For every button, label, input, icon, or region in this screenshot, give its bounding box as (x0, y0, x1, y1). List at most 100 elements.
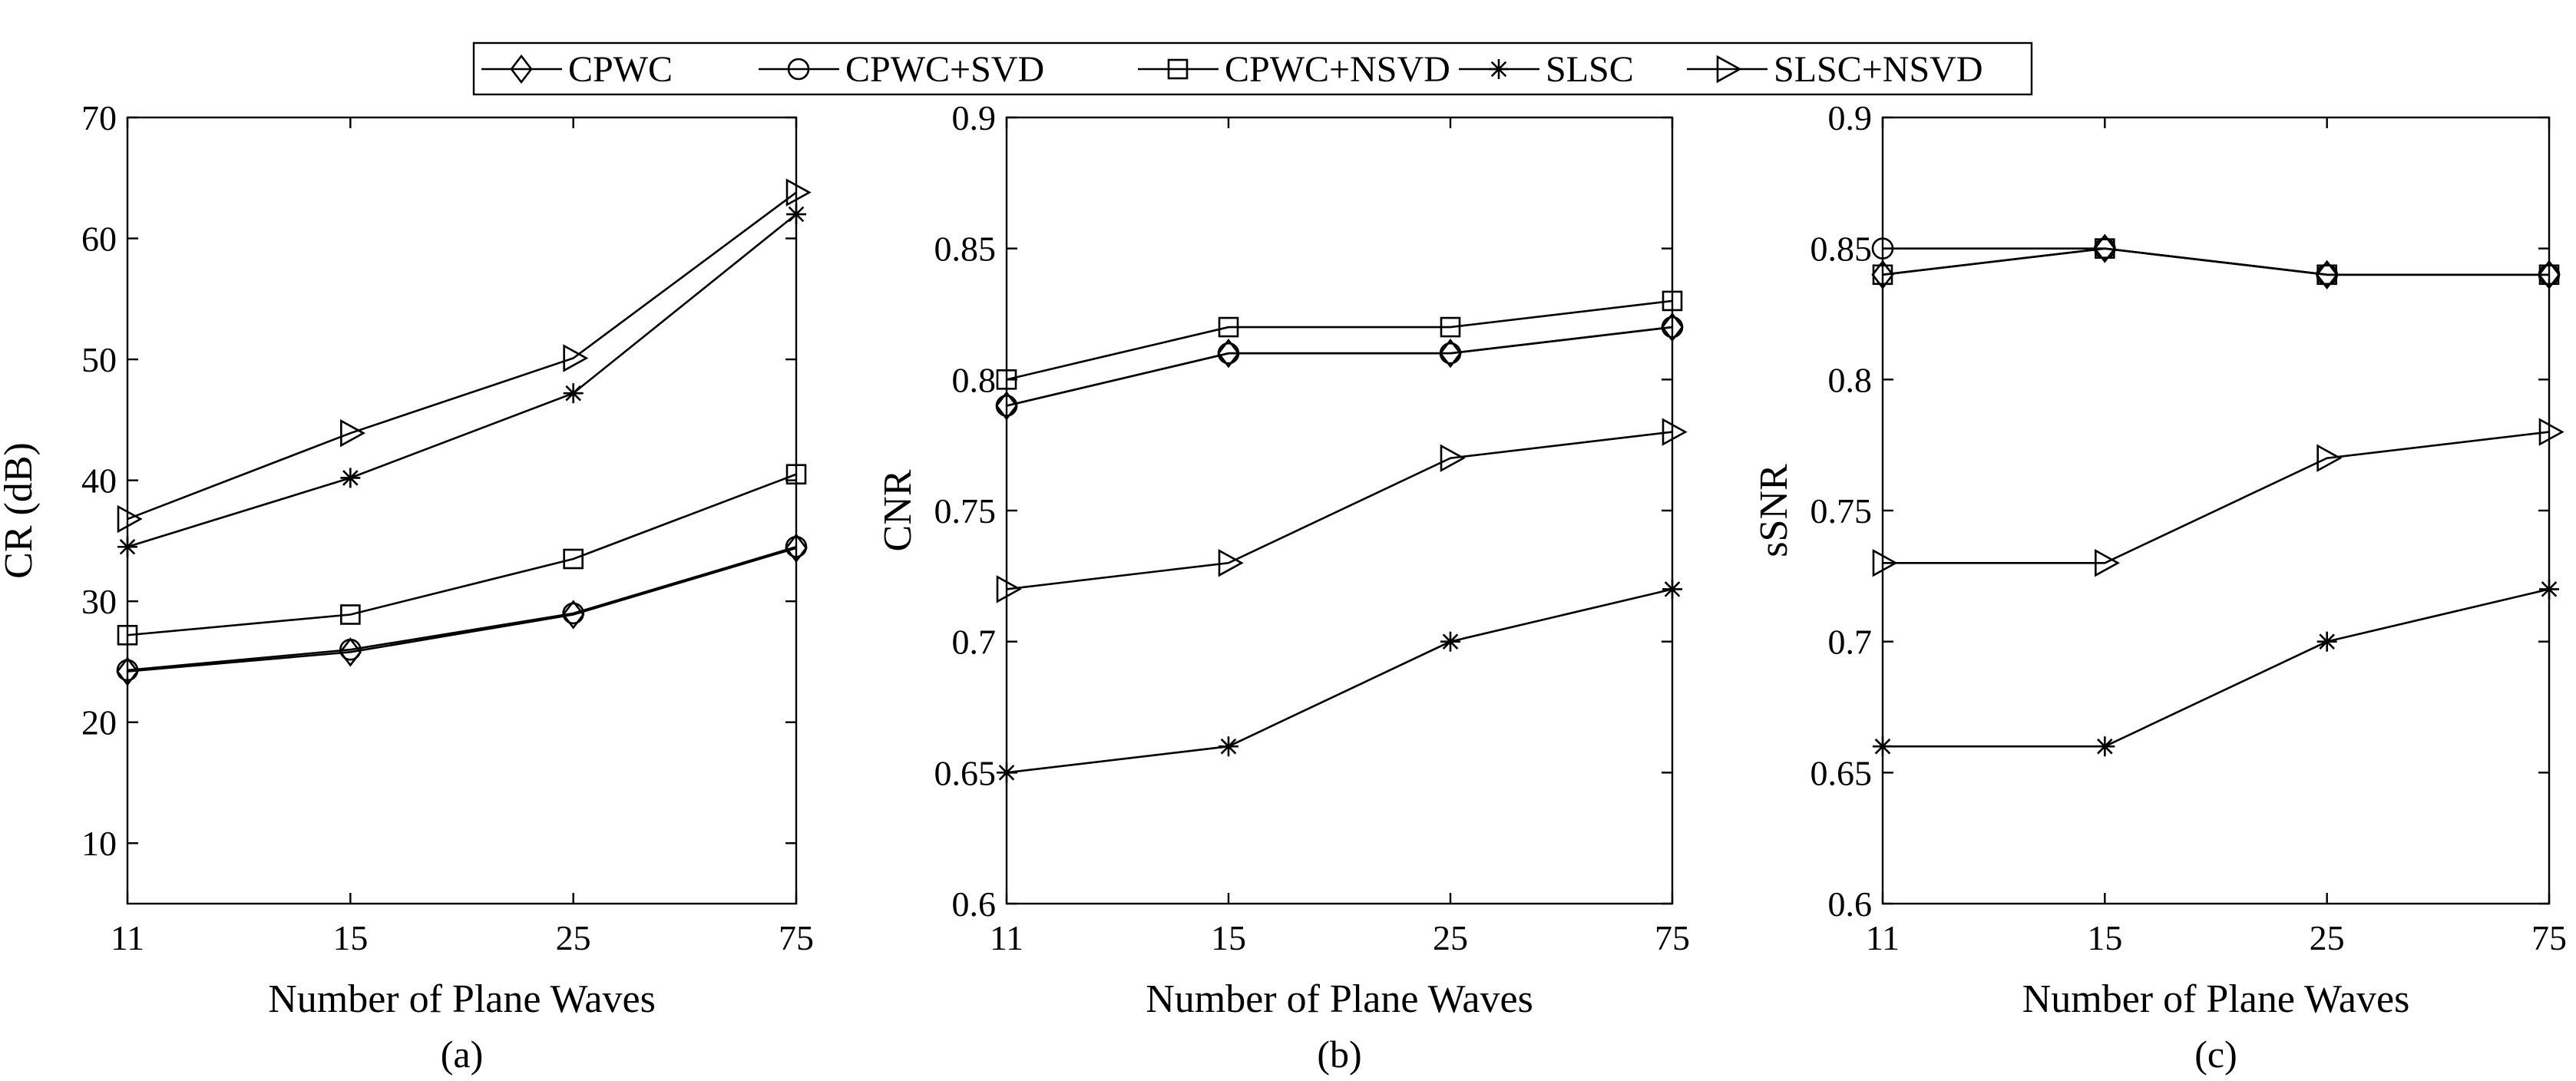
series-line-slsc-nsvd (1006, 431, 1673, 590)
data-point-slsc (1662, 579, 1682, 600)
legend-marker-slsc (1489, 59, 1509, 79)
legend-entry-cpwc: CPWC (481, 49, 673, 90)
legend-box (472, 41, 2033, 96)
series-line-cpwc-svd (1006, 326, 1673, 407)
legend-label-slsc: SLSC (1546, 49, 1634, 90)
series-slsc (1873, 579, 2559, 757)
data-point-cpwc (1439, 339, 1462, 369)
y-tick-label: 0.8 (1828, 360, 1873, 399)
legend-marker-cpwc-nsvd (1167, 58, 1189, 80)
series-cpwc-svd (116, 535, 808, 682)
x-tick-label: 25 (556, 918, 591, 957)
data-point-cpwc-nsvd (2538, 264, 2560, 286)
data-point-slsc (2095, 736, 2115, 757)
series-cpwc-nsvd (117, 464, 807, 646)
data-point-cpwc-nsvd (340, 604, 361, 625)
x-tick-label: 15 (332, 918, 368, 957)
chart-panels: 10 20 30 40 50 60 70 11 15 25 75 Number of Plane Wa… (0, 98, 2567, 1076)
data-point-slsc (1440, 631, 1460, 652)
series-slsc-nsvd (1872, 418, 2564, 577)
data-point-cpwc (785, 533, 808, 563)
data-point-slsc-nsvd (2538, 418, 2564, 446)
data-point-slsc-nsvd (1218, 549, 1244, 577)
y-tick-label: 0.65 (1810, 753, 1873, 792)
legend-marker-slsc-nsvd (1716, 55, 1742, 84)
x-axis-label: Number of Plane Waves (268, 977, 656, 1021)
data-point-cpwc-nsvd (2316, 264, 2337, 286)
plot-area-frame (126, 116, 798, 905)
data-point-cpwc (995, 391, 1018, 421)
y-tick-label: 50 (81, 340, 117, 379)
y-tick-label: 10 (81, 824, 117, 863)
data-point-cpwc (1871, 260, 1894, 289)
series-cpwc-svd (995, 316, 1684, 417)
x-tick-label: 11 (990, 918, 1023, 957)
series-line-cpwc-nsvd (1006, 299, 1673, 381)
data-point-cpwc (2538, 260, 2561, 289)
data-point-cpwc (1661, 312, 1684, 342)
y-tick-label: 70 (81, 98, 117, 137)
x-axis-label: Number of Plane Waves (1146, 977, 1533, 1021)
data-point-cpwc-nsvd (996, 369, 1017, 390)
series-line-slsc (1883, 588, 2550, 748)
chart-panel-a: 10 20 30 40 50 60 70 11 15 25 75 Number of Plane Wa… (0, 98, 814, 1076)
x-tick-label: 75 (779, 918, 814, 957)
series-line-slsc-nsvd (1883, 431, 2550, 564)
x-tick-label: 15 (2087, 918, 2122, 957)
data-point-cpwc-svd (1217, 342, 1240, 365)
data-point-cpwc-svd (1439, 342, 1462, 365)
series-cpwc-nsvd (1872, 238, 2560, 286)
data-point-slsc (1219, 736, 1238, 757)
data-point-slsc (340, 468, 361, 488)
y-tick-label: 0.8 (952, 360, 997, 399)
x-tick-label: 25 (2310, 918, 2345, 957)
data-point-cpwc-svd (339, 638, 362, 661)
data-point-slsc-nsvd (785, 178, 812, 207)
series-line-cpwc-svd (127, 546, 797, 672)
y-tick-label: 40 (81, 461, 117, 501)
series-slsc-nsvd (117, 178, 812, 534)
y-axis-label: CNR (876, 469, 920, 551)
y-tick-label: 0.9 (952, 98, 997, 137)
legend-label-cpwc: CPWC (568, 49, 673, 90)
data-point-slsc (1873, 736, 1893, 757)
series-cpwc (995, 312, 1684, 421)
data-point-cpwc (2316, 260, 2339, 289)
y-tick-label: 20 (81, 703, 117, 742)
series-line-cpwc (127, 547, 797, 673)
x-tick-label: 75 (2531, 918, 2567, 957)
x-tick-label: 75 (1655, 918, 1690, 957)
y-tick-label: 0.6 (952, 884, 997, 924)
data-point-slsc (2316, 631, 2337, 652)
chart-panel-c: 0.6 0.65 0.7 0.75 0.8 0.85 0.9 11 15 25 75 Number o… (1752, 98, 2567, 1076)
data-point-cpwc-svd (1871, 237, 1894, 260)
series-line-slsc (1006, 588, 1673, 774)
x-tick-label: 11 (1866, 918, 1900, 957)
y-tick-label: 0.85 (1810, 230, 1873, 269)
legend-entry-slsc-nsvd: SLSC+NSVD (1687, 49, 1982, 90)
data-point-slsc-nsvd (1440, 444, 1466, 472)
data-point-cpwc (1217, 339, 1240, 369)
data-point-cpwc-svd (116, 659, 139, 682)
series-line-slsc (127, 213, 797, 548)
data-point-cpwc-svd (1661, 316, 1684, 339)
x-tick-label: 25 (1433, 918, 1468, 957)
data-point-cpwc-nsvd (1662, 290, 1683, 312)
y-axis-label: CR (dB) (0, 442, 41, 579)
y-tick-label: 0.75 (934, 491, 997, 531)
data-point-slsc-nsvd (563, 344, 589, 372)
series-line-cpwc-nsvd (127, 473, 797, 636)
y-tick-label: 0.6 (1828, 884, 1873, 924)
data-point-cpwc-nsvd (563, 548, 584, 570)
data-point-cpwc-svd (562, 602, 584, 625)
panel-label: (c) (2194, 1033, 2237, 1076)
y-tick-label: 0.75 (1810, 491, 1873, 531)
x-tick-label: 11 (111, 918, 144, 957)
data-point-cpwc (2093, 233, 2116, 263)
data-point-cpwc-svd (995, 395, 1018, 417)
legend-entry-slsc: SLSC (1459, 49, 1634, 90)
data-point-cpwc-svd (785, 535, 808, 558)
legend-label-cpwc-svd: CPWC+SVD (845, 49, 1044, 90)
data-point-slsc (563, 383, 584, 404)
